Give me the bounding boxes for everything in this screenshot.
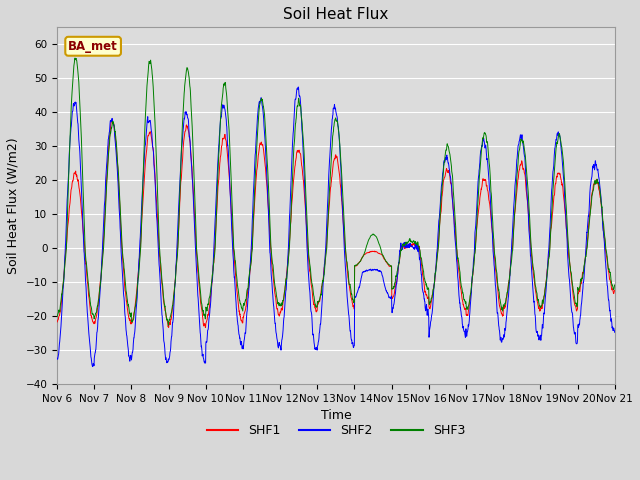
X-axis label: Time: Time [321,409,351,422]
Legend: SHF1, SHF2, SHF3: SHF1, SHF2, SHF3 [202,419,470,442]
Y-axis label: Soil Heat Flux (W/m2): Soil Heat Flux (W/m2) [7,137,20,274]
Text: BA_met: BA_met [68,40,118,53]
Title: Soil Heat Flux: Soil Heat Flux [284,7,388,22]
